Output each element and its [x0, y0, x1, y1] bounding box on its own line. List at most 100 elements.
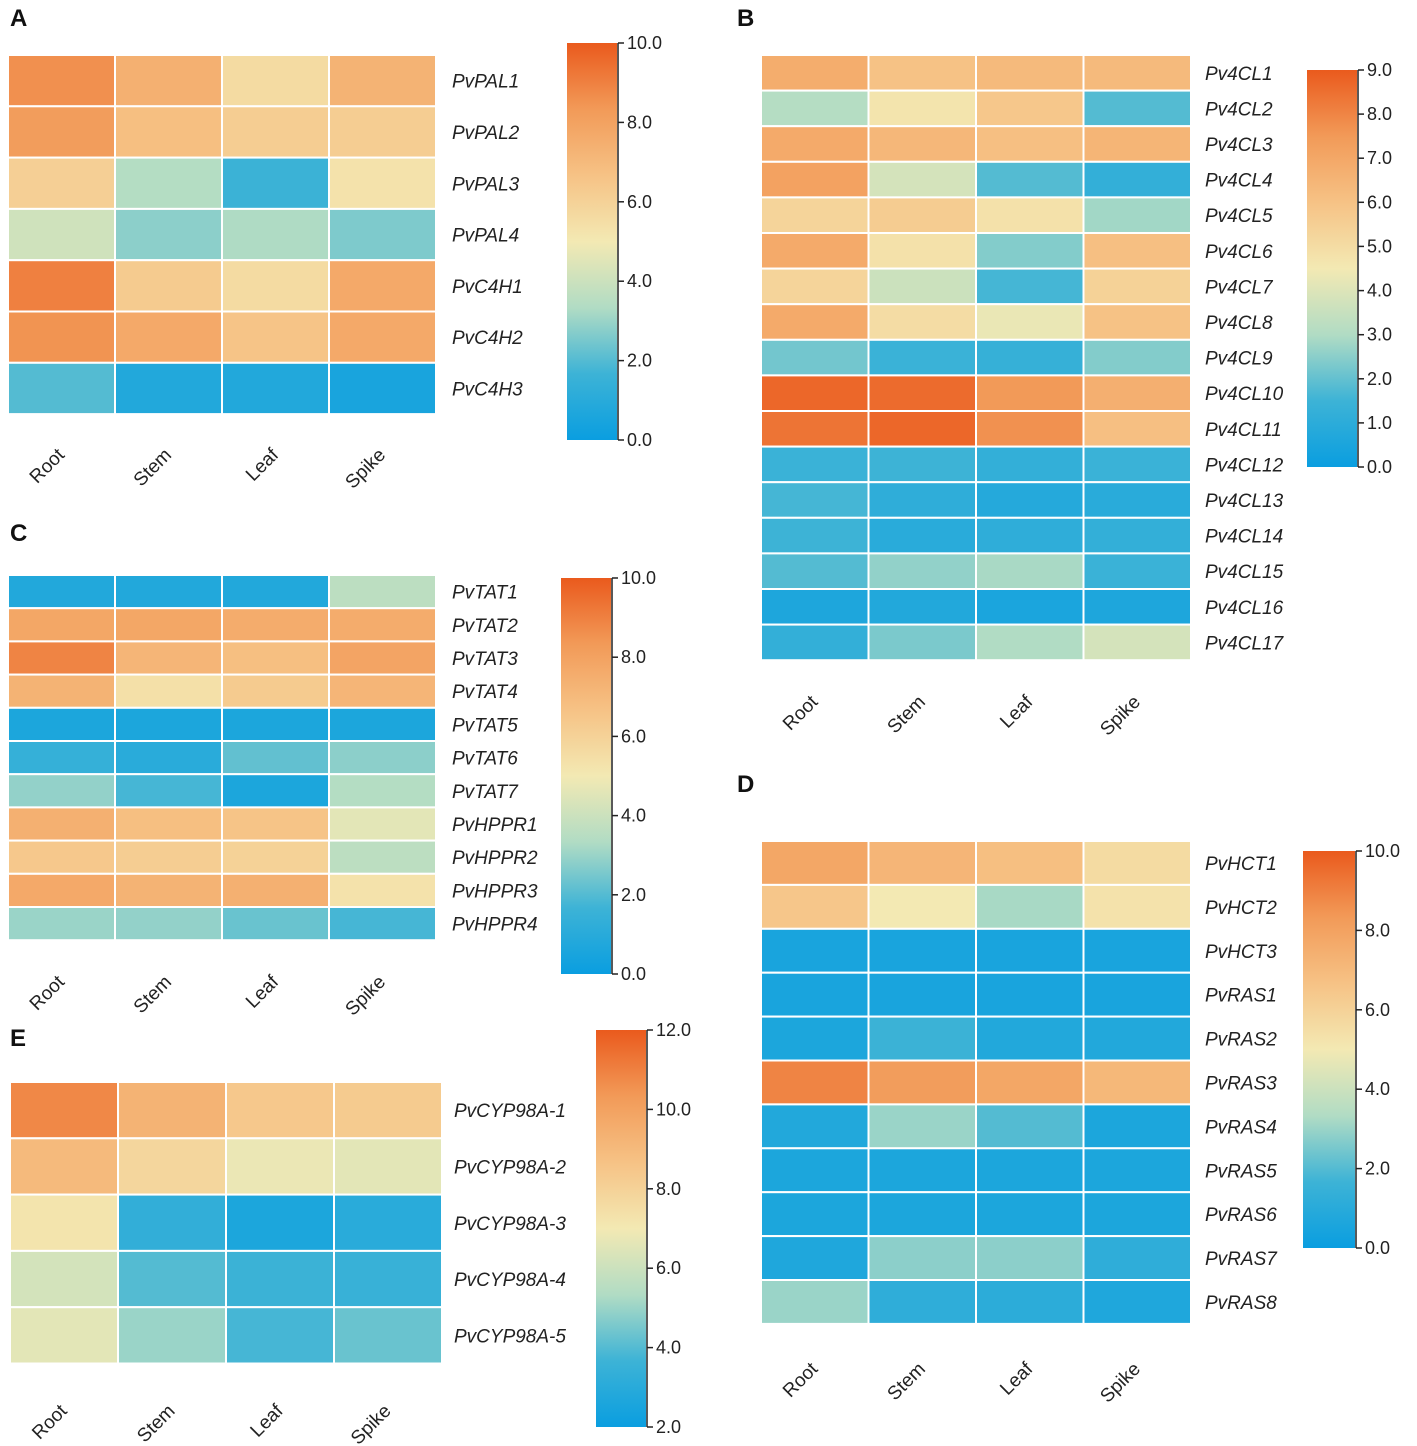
heatmap-cell: [114, 54, 223, 108]
tissue-label: Leaf: [242, 444, 284, 486]
heatmap-cell: [975, 160, 1085, 199]
colorbar-tick-label: 8.0: [1365, 920, 1390, 940]
gene-label: PvPAL2: [452, 123, 520, 144]
tissue-label: Root: [779, 691, 823, 735]
panel-letter: A: [10, 5, 27, 32]
heatmap-cell: [867, 410, 977, 448]
heatmap-cell: [221, 361, 330, 416]
colorbar: 0.0 2.0 4.0 6.0 8.0 10.0: [567, 33, 662, 450]
tissue-labels: Root Stem Leaf Spike: [28, 1400, 395, 1446]
gene-label: Pv4CL6: [1205, 242, 1273, 263]
heatmap-cell: [760, 1059, 870, 1106]
colorbar-gradient: [596, 1030, 646, 1427]
colorbar-tick-label: 0.0: [627, 430, 652, 450]
colorbar-tick-label: 8.0: [621, 647, 646, 667]
heatmap-cell: [221, 607, 330, 643]
heatmap-cell: [328, 773, 437, 809]
heatmap-cell: [975, 125, 1085, 163]
heatmap-cell: [221, 310, 330, 364]
heatmap-cell: [114, 105, 223, 159]
gene-label: PvRAS4: [1205, 1117, 1277, 1138]
tissue-label: Spike: [1096, 1359, 1144, 1407]
gene-label: PvPAL4: [452, 226, 519, 247]
heatmap-cell: [867, 1147, 977, 1194]
heatmap-cell: [760, 410, 870, 448]
gene-labels: Pv4CL1 Pv4CL2 Pv4CL3 Pv4CL4 Pv4CL5 Pv4CL6 Pv4C…: [1205, 64, 1285, 655]
heatmap-cell: [114, 259, 223, 313]
tissue-label: Root: [26, 444, 70, 488]
tissue-label: Stem: [884, 692, 930, 738]
heatmap-cell: [1082, 971, 1192, 1018]
heatmap-cell: [7, 105, 116, 159]
heatmap-cell: [1082, 374, 1192, 412]
gene-label: Pv4CL13: [1205, 491, 1284, 512]
heatmap-cell: [114, 773, 223, 809]
heatmap-cell: [114, 740, 223, 776]
gene-label: PvC4H1: [452, 277, 523, 298]
gene-label: Pv4CL5: [1205, 206, 1273, 227]
heatmap-cell: [760, 927, 870, 974]
heatmap-cell: [760, 1015, 870, 1062]
heatmap-cell: [867, 552, 977, 591]
heatmap-cell: [760, 883, 870, 930]
heatmap-cell: [7, 706, 116, 742]
heatmap-cell: [114, 906, 223, 942]
heatmap-cell: [114, 839, 223, 875]
heatmap-cell: [867, 623, 977, 662]
heatmap-cell: [867, 883, 977, 930]
colorbar-tick-label: 6.0: [656, 1258, 681, 1278]
gene-label: Pv4CL2: [1205, 99, 1273, 120]
gene-label: PvCYP98A-4: [454, 1270, 566, 1291]
gene-label: PvC4H3: [452, 379, 523, 400]
gene-label: PvTAT1: [452, 583, 518, 604]
heatmap-cell: [333, 1081, 443, 1140]
heatmap-cell: [9, 1306, 119, 1365]
heatmap-cell: [1082, 410, 1192, 448]
heatmap-cell: [975, 971, 1085, 1018]
heatmap-cell: [7, 361, 116, 416]
heatmap-cell: [867, 1103, 977, 1150]
heatmap-cell: [117, 1137, 227, 1196]
heatmap-cell: [117, 1081, 227, 1140]
heatmap-cell: [760, 1103, 870, 1150]
colorbar-tick-label: 7.0: [1367, 148, 1392, 168]
gene-label: Pv4CL11: [1205, 420, 1282, 441]
heatmap-cell: [114, 706, 223, 742]
panel-letter: B: [737, 5, 754, 32]
heatmap-cell: [221, 574, 330, 610]
tissue-labels: Root Stem Leaf Spike: [26, 444, 390, 493]
tissue-label: Stem: [130, 972, 176, 1018]
heatmap-cell: [975, 410, 1085, 448]
heatmap-cell: [328, 872, 437, 908]
colorbar-tick-label: 2.0: [1367, 369, 1392, 389]
heatmap-cell: [328, 361, 437, 416]
heatmap-cell: [328, 806, 437, 842]
heatmap-cell: [867, 971, 977, 1018]
colorbar-tick-label: 0.0: [1367, 457, 1392, 477]
heatmap-cell: [114, 673, 223, 709]
heatmap-cell: [9, 1081, 119, 1140]
heatmap-cell: [221, 207, 330, 262]
colorbar: 0.0 2.0 4.0 6.0 8.0 10.0: [561, 568, 656, 984]
heatmap-cell: [333, 1249, 443, 1309]
tissue-label: Leaf: [247, 1400, 289, 1442]
heatmap-cell: [1082, 1279, 1192, 1325]
heatmap-cell: [7, 259, 116, 313]
heatmap-cell: [117, 1249, 227, 1309]
heatmap-cell: [1082, 588, 1192, 626]
colorbar-tick-label: 2.0: [621, 885, 646, 905]
heatmap-cell: [975, 1147, 1085, 1194]
gene-label: Pv4CL1: [1205, 64, 1273, 85]
heatmap-cell: [9, 1193, 119, 1252]
heatmap-cell: [975, 303, 1085, 341]
heatmap-cell: [114, 156, 223, 210]
heatmap-cell: [1082, 1103, 1192, 1150]
gene-label: PvRAS2: [1205, 1030, 1277, 1051]
heatmap-cell: [760, 1147, 870, 1194]
heatmap-cell: [1082, 196, 1192, 234]
heatmap-cell: [1082, 125, 1192, 163]
colorbar-tick-label: 4.0: [621, 806, 646, 826]
gene-label: PvHCT2: [1205, 898, 1277, 919]
gene-labels: PvCYP98A-1 PvCYP98A-2 PvCYP98A-3 PvCYP98A-4…: [454, 1101, 566, 1347]
gene-label: PvRAS6: [1205, 1205, 1277, 1226]
